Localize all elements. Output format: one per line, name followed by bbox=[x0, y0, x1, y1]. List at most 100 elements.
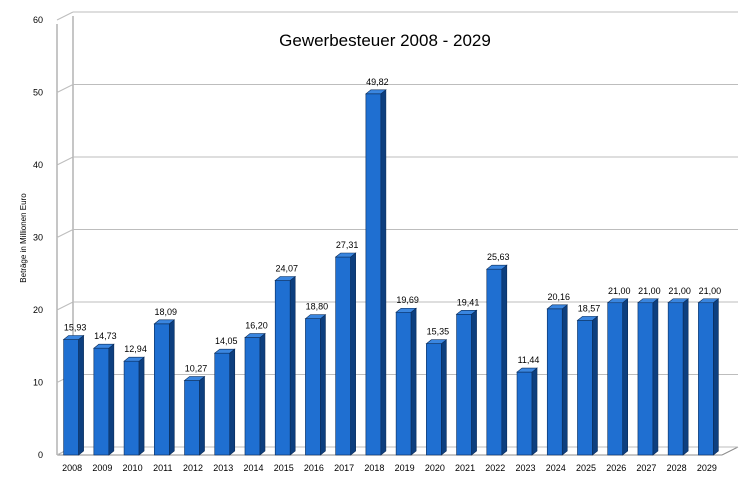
y-axis-ticks: 0 10 20 30 40 50 60 bbox=[33, 15, 43, 460]
bar-side bbox=[410, 307, 417, 456]
bar bbox=[334, 252, 357, 456]
bar-top bbox=[183, 376, 206, 381]
bar bbox=[274, 275, 297, 456]
bar bbox=[455, 309, 478, 456]
bar bbox=[667, 298, 690, 456]
gridline-diag bbox=[56, 11, 74, 21]
bar-top bbox=[606, 298, 629, 304]
x-tick-label: 2024 bbox=[546, 463, 566, 473]
bar-side bbox=[622, 298, 629, 456]
bar-front bbox=[184, 380, 200, 456]
y-tick-label: 40 bbox=[33, 160, 43, 170]
bar-front bbox=[335, 256, 351, 456]
bar-front bbox=[274, 280, 291, 456]
data-label: 19,41 bbox=[457, 297, 480, 307]
bar bbox=[365, 89, 387, 456]
bar bbox=[395, 307, 417, 456]
bar-top bbox=[637, 298, 659, 304]
bar-front bbox=[546, 308, 563, 456]
bar-top bbox=[244, 333, 266, 338]
bar-side bbox=[471, 309, 477, 456]
bar-top bbox=[274, 276, 297, 281]
gridline-diag bbox=[56, 229, 74, 238]
x-tick-label: 2008 bbox=[62, 463, 82, 473]
y-tick-label: 0 bbox=[38, 450, 43, 460]
bar-top bbox=[667, 298, 690, 304]
bar bbox=[183, 375, 206, 456]
bar-top bbox=[92, 343, 115, 349]
bar-side bbox=[108, 343, 115, 456]
y-tick-label: 50 bbox=[33, 88, 43, 98]
x-tick-label: 2012 bbox=[183, 463, 203, 473]
bar-front bbox=[486, 268, 503, 456]
bar bbox=[62, 334, 85, 456]
bar-top bbox=[516, 367, 538, 373]
bar-side bbox=[531, 367, 538, 456]
x-tick-label: 2018 bbox=[364, 463, 384, 473]
x-tick-label: 2009 bbox=[92, 463, 112, 473]
bar-side bbox=[380, 89, 387, 456]
x-tick-label: 2023 bbox=[516, 463, 536, 473]
data-label: 15,35 bbox=[427, 327, 450, 337]
bar-top bbox=[395, 307, 417, 313]
bar-top bbox=[334, 252, 357, 258]
bar bbox=[546, 304, 569, 456]
y-tick-label: 10 bbox=[33, 378, 43, 388]
bar-top bbox=[153, 319, 176, 325]
bar-side bbox=[652, 298, 659, 456]
bar-top bbox=[485, 264, 508, 270]
bar-front bbox=[456, 313, 472, 456]
bar-front bbox=[395, 311, 412, 456]
data-label: 25,63 bbox=[487, 252, 510, 262]
data-label: 11,44 bbox=[518, 355, 540, 365]
bar-front bbox=[667, 302, 684, 456]
data-label: 21,00 bbox=[638, 286, 661, 296]
x-tick-label: 2021 bbox=[455, 463, 475, 473]
bar-front bbox=[426, 343, 442, 456]
gridline-diag bbox=[56, 84, 74, 93]
x-tick-label: 2015 bbox=[274, 463, 294, 473]
bar-side bbox=[78, 334, 84, 456]
bar bbox=[304, 314, 327, 456]
bar bbox=[123, 356, 145, 456]
data-label: 20,16 bbox=[547, 292, 570, 302]
bar-top bbox=[697, 298, 720, 304]
data-label: 14,05 bbox=[215, 336, 238, 346]
data-label: 24,07 bbox=[275, 263, 298, 273]
data-label: 16,20 bbox=[245, 321, 268, 331]
x-tick-label: 2011 bbox=[153, 463, 172, 473]
data-labels: 15,93 14,73 12,94 18,09 10,27 14,05 16,20 24,07… bbox=[64, 77, 721, 374]
data-label: 21,00 bbox=[608, 286, 631, 296]
x-tick-label: 2016 bbox=[304, 463, 324, 473]
x-tick-label: 2026 bbox=[606, 463, 626, 473]
bar-top bbox=[213, 348, 236, 354]
bar-front bbox=[214, 352, 231, 456]
bar bbox=[244, 332, 266, 456]
x-axis-ticks: 2008 2009 2010 2011 2012 2013 2014 2015 2016 2017… bbox=[62, 463, 717, 473]
y-axis-label: Beträge in Millionen Euro bbox=[19, 193, 28, 283]
bar-front bbox=[365, 93, 382, 456]
bars bbox=[62, 89, 720, 456]
bar-top bbox=[365, 89, 387, 95]
bar bbox=[697, 298, 720, 456]
bar-side bbox=[229, 348, 236, 456]
bar-top bbox=[455, 309, 478, 315]
x-tick-label: 2013 bbox=[213, 463, 233, 473]
data-label: 19,69 bbox=[396, 295, 419, 305]
bar-side bbox=[199, 375, 205, 456]
bar-front bbox=[305, 318, 321, 456]
bar-top bbox=[123, 356, 145, 362]
bar-top bbox=[425, 339, 448, 345]
bar bbox=[637, 298, 659, 456]
data-label: 49,82 bbox=[366, 77, 389, 87]
bar bbox=[213, 348, 236, 456]
x-tick-label: 2028 bbox=[667, 463, 687, 473]
bar-side bbox=[259, 332, 266, 456]
x-tick-label: 2010 bbox=[123, 463, 143, 473]
bar-side bbox=[441, 339, 447, 456]
bar-front bbox=[637, 302, 654, 456]
data-label: 21,00 bbox=[699, 286, 722, 296]
gridline-diag bbox=[56, 156, 74, 166]
bar-front bbox=[123, 360, 140, 456]
